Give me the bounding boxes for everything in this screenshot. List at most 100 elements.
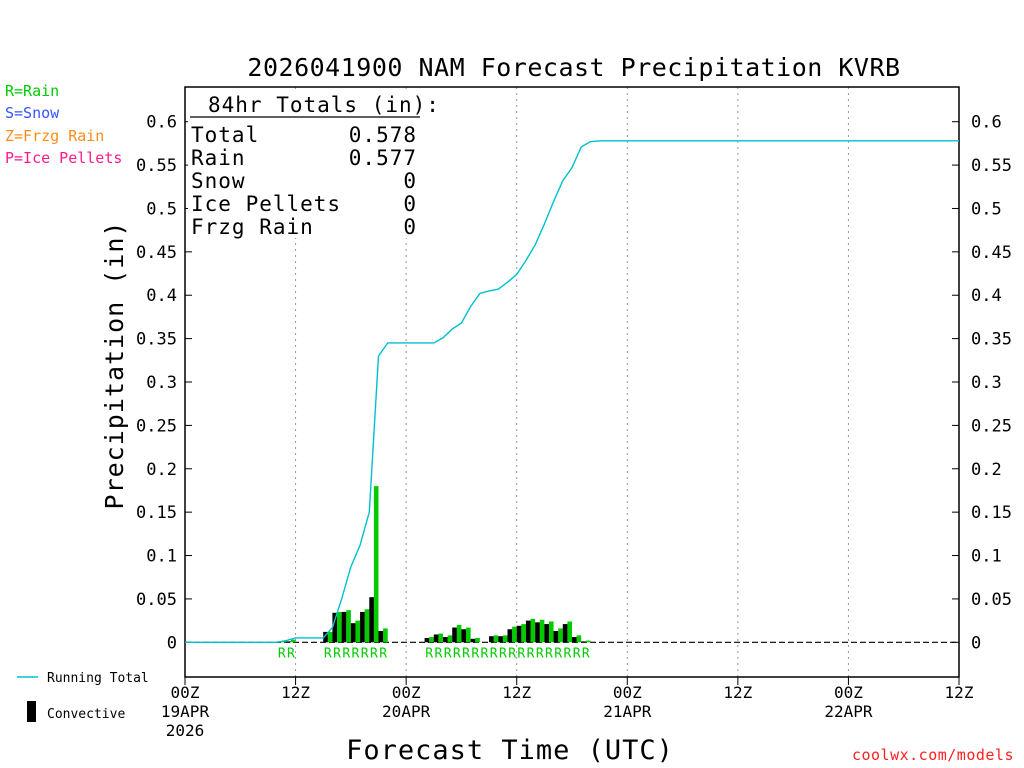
bar-convective-h35 bbox=[498, 636, 503, 643]
type-code-h32: R bbox=[471, 646, 479, 661]
legend-snow: S=Snow bbox=[5, 104, 60, 122]
bar-convective-h12 bbox=[286, 641, 291, 643]
bar-total-h38 bbox=[530, 618, 536, 643]
type-code-h19: R bbox=[352, 646, 360, 661]
type-code-h28: R bbox=[434, 646, 442, 661]
y-tick-label-right: 0.2 bbox=[971, 460, 1002, 480]
y-tick-label-left: 0.15 bbox=[136, 503, 177, 523]
type-code-h16: R bbox=[324, 646, 332, 661]
y-tick-label-left: 0.5 bbox=[146, 199, 177, 219]
type-code-h35: R bbox=[499, 646, 507, 661]
x-tick-label: 22APR bbox=[824, 702, 873, 721]
bar-convective-h29 bbox=[443, 637, 448, 643]
x-tick-label: 21APR bbox=[603, 702, 652, 721]
x-tick-label: 00Z bbox=[834, 683, 863, 702]
x-tick-label: 2026 bbox=[166, 721, 205, 740]
y-tick-label-left: 0.35 bbox=[136, 330, 177, 350]
type-code-h44: R bbox=[582, 646, 590, 661]
bar-total-h28 bbox=[438, 633, 443, 643]
y-tick-label-right: 0.55 bbox=[971, 156, 1012, 176]
type-code-h11: R bbox=[278, 646, 286, 661]
totals-box-bg bbox=[188, 90, 426, 238]
totals-label-0: Total bbox=[191, 123, 259, 147]
y-tick-label-right: 0.1 bbox=[971, 547, 1002, 567]
type-code-h27: R bbox=[425, 646, 433, 661]
bar-total-h35 bbox=[502, 635, 508, 643]
bar-total-h36 bbox=[512, 626, 517, 643]
bar-total-h12 bbox=[290, 639, 296, 643]
bar-total-h16 bbox=[327, 631, 333, 643]
bar-convective-h37 bbox=[516, 625, 522, 643]
type-code-h30: R bbox=[453, 646, 461, 661]
legend-freezing-rain: Z=Frzg Rain bbox=[5, 127, 105, 145]
type-code-h41: R bbox=[554, 646, 562, 661]
y-tick-label-left: 0.2 bbox=[146, 460, 177, 480]
y-tick-label-right: 0 bbox=[971, 633, 981, 653]
bar-total-h37 bbox=[521, 624, 526, 643]
y-tick-label-left: 0.3 bbox=[146, 373, 177, 393]
bar-total-h42 bbox=[567, 621, 572, 643]
bar-total-h19 bbox=[355, 620, 361, 643]
type-code-h29: R bbox=[444, 646, 452, 661]
type-code-h40: R bbox=[545, 646, 553, 661]
legend-convective-swatch bbox=[27, 701, 36, 722]
bar-convective-h44 bbox=[581, 641, 586, 643]
y-tick-label-right: 0.25 bbox=[971, 416, 1012, 436]
x-axis-title: Forecast Time (UTC) bbox=[346, 735, 674, 766]
bar-convective-h16 bbox=[323, 631, 328, 643]
bar-convective-h40 bbox=[544, 624, 549, 643]
bar-convective-h27 bbox=[424, 637, 430, 643]
type-code-h18: R bbox=[342, 646, 350, 661]
type-code-h43: R bbox=[573, 646, 581, 661]
bar-total-h32 bbox=[475, 637, 480, 643]
x-tick-label: 12Z bbox=[281, 683, 310, 702]
bar-total-h39 bbox=[539, 619, 545, 643]
bar-convective-h20 bbox=[360, 611, 365, 643]
totals-label-2: Snow bbox=[191, 169, 246, 193]
totals-label-3: Ice Pellets bbox=[191, 192, 341, 216]
bar-convective-h39 bbox=[535, 622, 540, 643]
y-tick-label-left: 0 bbox=[167, 633, 177, 653]
bar-convective-h34 bbox=[489, 636, 494, 643]
bar-total-h17 bbox=[337, 611, 342, 643]
bar-total-h40 bbox=[548, 621, 554, 643]
bar-convective-h41 bbox=[553, 631, 559, 643]
type-code-h39: R bbox=[536, 646, 544, 661]
legend-running-total-label: Running Total bbox=[47, 671, 149, 686]
bar-convective-h28 bbox=[433, 634, 439, 643]
totals-value-3: 0 bbox=[403, 192, 417, 216]
type-code-h21: R bbox=[370, 646, 378, 661]
x-tick-label: 00Z bbox=[392, 683, 421, 702]
y-tick-label-left: 0.55 bbox=[136, 156, 177, 176]
bar-convective-h21 bbox=[369, 597, 374, 643]
type-code-h34: R bbox=[490, 646, 498, 661]
y-tick-label-right: 0.5 bbox=[971, 199, 1002, 219]
y-tick-label-left: 0.45 bbox=[136, 243, 177, 263]
watermark: coolwx.com/models bbox=[851, 746, 1014, 764]
bar-total-h20 bbox=[364, 609, 370, 643]
type-code-h22: R bbox=[379, 646, 387, 661]
totals-value-1: 0.577 bbox=[349, 146, 417, 170]
y-axis-title: Precipitation (in) bbox=[100, 221, 129, 510]
bar-convective-h38 bbox=[525, 620, 531, 643]
type-code-h20: R bbox=[361, 646, 369, 661]
legend-ice-pellets: P=Ice Pellets bbox=[5, 149, 123, 167]
x-tick-label: 12Z bbox=[945, 683, 974, 702]
totals-value-4: 0 bbox=[403, 215, 417, 239]
legend-rain: R=Rain bbox=[5, 82, 60, 100]
x-tick-label: 19APR bbox=[161, 702, 210, 721]
bar-convective-h22 bbox=[378, 631, 384, 643]
bar-convective-h42 bbox=[562, 624, 568, 643]
bar-total-h41 bbox=[558, 628, 563, 643]
bar-total-h44 bbox=[585, 640, 591, 643]
bar-convective-h36 bbox=[507, 629, 513, 643]
bar-convective-h31 bbox=[461, 629, 467, 643]
x-tick-label: 12Z bbox=[723, 683, 752, 702]
bar-total-h43 bbox=[576, 635, 582, 643]
running-total-line bbox=[185, 140, 959, 643]
y-tick-label-left: 0.05 bbox=[136, 590, 177, 610]
bar-total-h31 bbox=[466, 627, 471, 643]
x-tick-label: 00Z bbox=[613, 683, 642, 702]
bar-convective-h30 bbox=[452, 627, 457, 643]
